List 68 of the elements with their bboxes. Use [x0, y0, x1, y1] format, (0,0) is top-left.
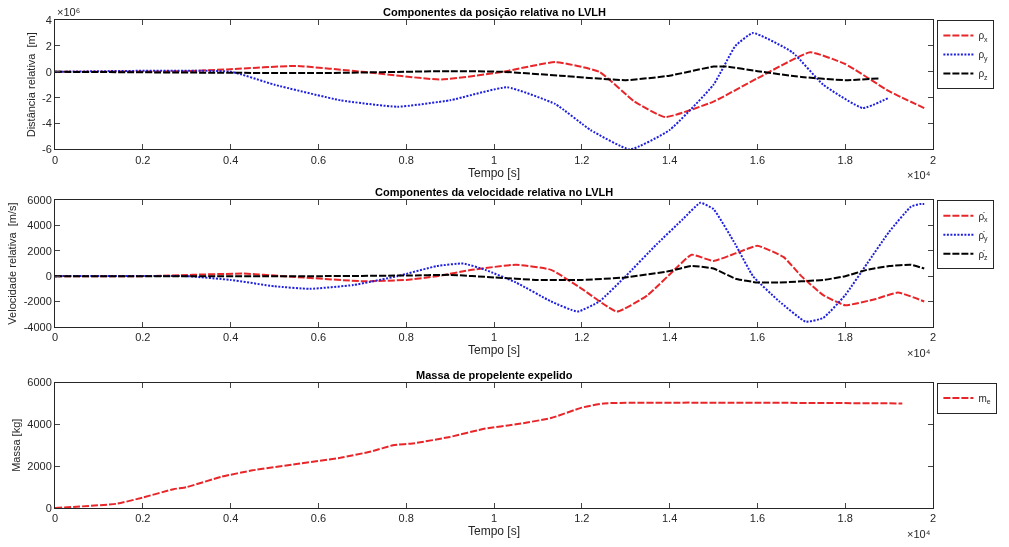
y-axis-title: Massa [kg] [9, 418, 22, 472]
line-series [55, 401, 904, 508]
y-tick-label: -2000 [23, 295, 52, 308]
y-tick-label: -4000 [23, 320, 52, 333]
y-tick-label: 4 [45, 13, 52, 26]
y-tick-label: 2 [45, 39, 52, 52]
y-tick-label: 4000 [27, 219, 52, 232]
y-tick-label: 0 [45, 501, 52, 514]
x-tick-label: 0.8 [398, 512, 414, 525]
y-tick-label: 6000 [27, 376, 52, 389]
y-axis-title: Distância relativa [m] [24, 32, 37, 138]
y-tick-label: 0 [45, 65, 52, 78]
x-axis-title: Tempo [s] [467, 165, 521, 180]
legend-label: ρ̇$_{z}$ [978, 248, 989, 261]
legend-label: ρ$_{y}$ [978, 49, 989, 63]
line-series [55, 263, 926, 284]
x-tick-label: 0.4 [222, 512, 239, 525]
text: ×10⁶ [57, 6, 81, 18]
x-tick-label: 1.4 [661, 512, 678, 525]
x-tick-label: 1.6 [749, 330, 766, 343]
x-tick-label: 2 [929, 512, 937, 525]
x-tick-label: 1.4 [661, 330, 678, 343]
legend-label: ρ$_{x}$ [978, 30, 989, 43]
x-tick-label: 0.8 [398, 330, 414, 343]
x-tick-label: 1.2 [574, 330, 590, 343]
x-tick-label: 2 [929, 153, 937, 166]
y-tick-label: 2000 [27, 244, 52, 257]
x-tick-label: 0.4 [222, 330, 239, 343]
legend-label: m$_{e}$ [978, 392, 991, 406]
x-tick-label: 1 [490, 330, 498, 343]
legend-label: ρ̇$_{x}$ [978, 210, 989, 223]
x-tick-label: 0.4 [222, 153, 239, 166]
x-axis-title: Tempo [s] [467, 342, 521, 357]
y-tick-label: 2000 [27, 460, 52, 473]
legend-label: ρ$_{z}$ [978, 68, 989, 81]
x-tick-label: 1 [490, 153, 498, 166]
x-tick-label: 0.8 [398, 153, 414, 166]
x-tick-label: 0.2 [135, 153, 151, 166]
legend-label: ρ̇$_{y}$ [978, 229, 989, 243]
y-tick-label: 4000 [27, 418, 52, 431]
x-tick-label: 1.6 [749, 512, 766, 525]
x-tick-label: 1.2 [574, 153, 590, 166]
x-tick-label: 1.2 [574, 512, 590, 525]
x-tick-label: 0.6 [310, 512, 327, 525]
y-axis-title: Velocidade relativa [m/s] [6, 202, 19, 325]
x-tick-label: 0.2 [135, 330, 151, 343]
x-tick-label: 1.8 [837, 153, 853, 166]
y-tick-label: -4 [42, 117, 52, 130]
x-tick-label: 1.4 [661, 153, 678, 166]
chart-title: Componentes da velocidade relativa no LVLH [375, 186, 614, 198]
x-tick-label: 1.8 [837, 330, 853, 343]
y-tick-label: 6000 [27, 194, 52, 207]
x-tick-label: 1 [490, 512, 498, 525]
x-tick-label: 1.6 [749, 153, 766, 166]
x-tick-label: 0.6 [310, 153, 327, 166]
x-axis-title: Tempo [s] [467, 524, 521, 539]
text: ×10⁴ [907, 528, 931, 540]
chart-title: Componentes da posição relativa no LVLH [383, 6, 606, 18]
y-tick-label: -2 [42, 91, 52, 104]
chart-title: Massa de propelente expelido [416, 369, 573, 381]
text: ×10⁴ [907, 169, 931, 181]
y-tick-label: 0 [45, 270, 52, 282]
x-tick-label: 1.8 [837, 512, 853, 525]
y-tick-label: -6 [42, 143, 52, 156]
text: ×10⁴ [907, 347, 931, 359]
x-tick-label: 0.6 [310, 330, 327, 343]
x-tick-label: 2 [929, 330, 937, 343]
x-tick-label: 0.2 [135, 512, 151, 525]
